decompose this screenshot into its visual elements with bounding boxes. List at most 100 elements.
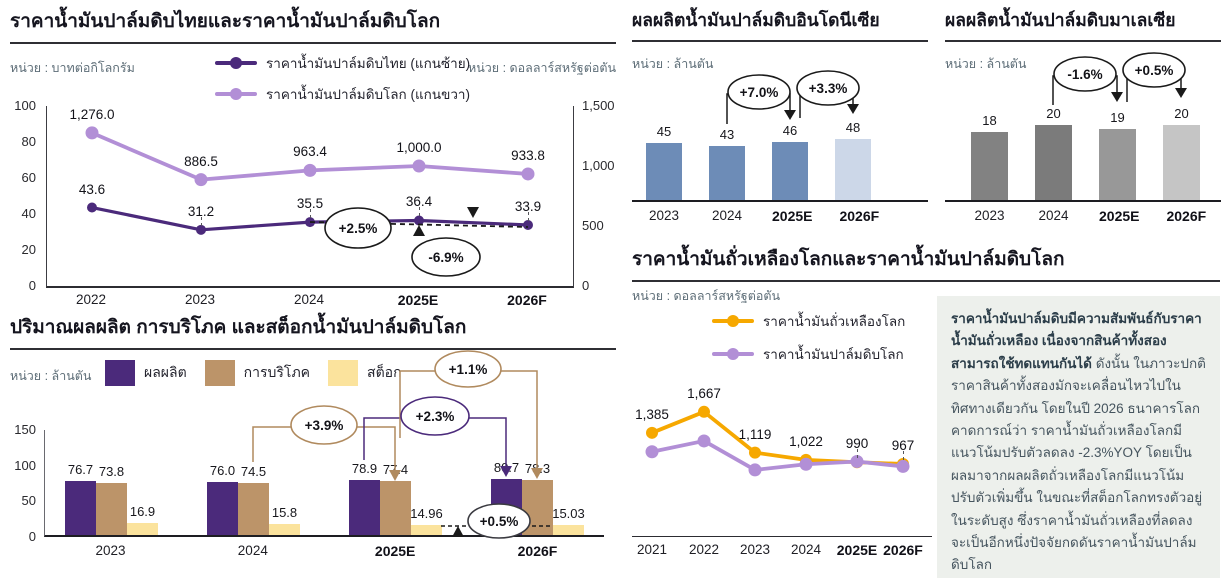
bar: 15.8: [269, 505, 300, 535]
series-line: [650, 439, 905, 472]
legend-item-consumption: การบริโภค: [204, 360, 310, 386]
data-label: 1,385: [635, 406, 669, 422]
bar-chart-plot: 76.7 73.8 16.9 76.0 74.5 15.8 78.9 77.4 14.96 80.…: [44, 430, 604, 537]
bar-value-label: 80.7: [493, 459, 520, 475]
bar-value-label: 74.5: [240, 463, 267, 479]
panel-title: ผลผลิตน้ำมันปาล์มดิบอินโดนีเซีย: [632, 10, 880, 30]
bar-value-label: 15.8: [271, 504, 298, 520]
analysis-note: ราคาน้ำมันปาล์มดิบมีความสัมพันธ์กับราคาน…: [937, 296, 1220, 578]
legend: ราคาน้ำมันปาล์มดิบไทย (แกนซ้าย) ราคาน้ำม…: [215, 52, 470, 105]
bar: 78.9: [349, 461, 380, 535]
bar-group: 80.7 78.3 15.03: [491, 460, 585, 535]
annotation-ellipse: [796, 70, 860, 106]
bar: 14.96: [410, 506, 443, 535]
bar: 16.9: [127, 504, 158, 535]
palm-series-marker-icon: [712, 348, 754, 360]
stock-swatch-icon: [328, 360, 359, 386]
bar: 20: [1163, 106, 1200, 200]
panel-indonesia-production: ผลผลิตน้ำมันปาล์มดิบอินโดนีเซีย หน่วย : …: [632, 6, 928, 240]
legend-item-production: ผลผลิต: [105, 360, 187, 386]
bar-group: 20: [1163, 106, 1200, 200]
data-label: 990: [845, 436, 869, 452]
x-axis-label: 2022: [75, 292, 107, 307]
annotation-label: +7.0%: [740, 85, 779, 100]
bar-group: 46: [772, 123, 808, 200]
data-point: [305, 217, 315, 228]
title-underline: [632, 40, 928, 42]
bar: 74.5: [238, 464, 269, 535]
x-axis-labels: 2022 2023 2024 2025E 2026F: [46, 292, 572, 308]
unit-label: หน่วย : ล้านตัน: [10, 369, 92, 383]
x-axis-label: 2025E: [772, 208, 813, 224]
bar-value-label: 14.96: [410, 505, 443, 521]
x-axis-label: 2024: [237, 543, 268, 558]
data-point: [303, 163, 317, 177]
bar-value-label: 78.9: [351, 460, 378, 476]
data-label: 1,119: [738, 426, 772, 442]
legend-label: สต็อก: [367, 364, 402, 380]
y-axis-tick: 100: [14, 457, 36, 473]
bar: 78.3: [522, 461, 553, 535]
bar: 19: [1099, 110, 1136, 200]
bar-value-label: 20: [1174, 105, 1189, 121]
production-swatch-icon: [105, 360, 135, 386]
bar: 18: [971, 113, 1008, 200]
legend-item-stock: สต็อก: [328, 360, 402, 386]
marker-dot: [727, 348, 739, 360]
data-label: 36.4: [405, 194, 433, 210]
bar-chart-plot: 45 43 46 48: [632, 102, 928, 202]
marker-dot: [230, 88, 242, 100]
x-axis-label: 2026F: [507, 292, 547, 308]
data-label: 31.2: [187, 203, 215, 219]
line-chart-plot: +2.5% -6.9% 1,276.0 886.5 963.4 1,000.0 933.…: [46, 106, 574, 288]
legend: ราคาน้ำมันถั่วเหลืองโลก ราคาน้ำมันปาล์มด…: [712, 310, 905, 365]
x-axis-label: 2025E: [397, 292, 439, 308]
bar: 76.0: [207, 463, 238, 535]
unit-label: หน่วย : ดอลลาร์สหรัฐต่อตัน: [632, 289, 780, 303]
bar-value-label: 73.8: [98, 464, 125, 480]
bar-value-label: 76.7: [67, 462, 94, 478]
bar-value-label: 46: [782, 122, 798, 138]
bar-value-label: 15.03: [552, 505, 585, 521]
bar-group: 18: [971, 113, 1008, 200]
marker-dot: [727, 315, 739, 327]
x-axis-label: 2026F: [1166, 208, 1207, 224]
bar-value-label: 48: [845, 120, 861, 136]
legend-label: ราคาน้ำมันปาล์มดิบโลก: [763, 347, 904, 362]
x-axis-label: 2025E: [1099, 208, 1140, 224]
bar: 73.8: [96, 464, 127, 535]
data-point: [414, 215, 424, 226]
legend-label: ราคาน้ำมันถั่วเหลืองโลก: [763, 314, 906, 329]
data-point: [749, 446, 761, 459]
title-underline: [10, 348, 616, 350]
x-axis-label: 2023: [95, 543, 126, 558]
line-chart-svg: [645, 405, 910, 477]
data-label: 1,276.0: [69, 106, 115, 122]
data-point: [87, 202, 97, 213]
label-leader-line: [310, 209, 311, 219]
x-axis-label: 2025E: [374, 543, 416, 559]
data-point: [646, 426, 658, 439]
panel-title: ราคาน้ำมันถั่วเหลืองโลกและราคาน้ำมันปาล์…: [632, 249, 1065, 270]
y-axis-tick: 1,000: [582, 158, 615, 173]
x-axis-label: 2024: [293, 292, 325, 307]
y-axis-tick: 1,500: [582, 98, 615, 113]
x-axis-label: 2026F: [883, 542, 923, 558]
x-axis-label: 2026F: [839, 208, 880, 224]
bar-group: 48: [835, 120, 871, 200]
data-label: 886.5: [184, 153, 218, 169]
legend-item-thai-price: ราคาน้ำมันปาล์มดิบไทย (แกนซ้าย): [215, 52, 470, 74]
x-axis-label: 2023: [974, 208, 1005, 223]
bar: 80.7: [491, 460, 522, 535]
annotation-label: +2.3%: [416, 409, 455, 424]
y-axis-tick: 0: [582, 278, 590, 293]
label-leader-line: [528, 211, 529, 221]
data-point: [523, 219, 533, 230]
y-axis-tick: 80: [21, 134, 36, 149]
bar: 43: [709, 127, 745, 200]
bar-value-label: 45: [656, 124, 672, 139]
bar: 20: [1035, 106, 1072, 200]
panel-title: ผลผลิตน้ำมันปาล์มดิบมาเลเซีย: [945, 10, 1176, 30]
panel-soybean-vs-palm-price: ราคาน้ำมันถั่วเหลืองโลกและราคาน้ำมันปาล์…: [632, 244, 1220, 574]
